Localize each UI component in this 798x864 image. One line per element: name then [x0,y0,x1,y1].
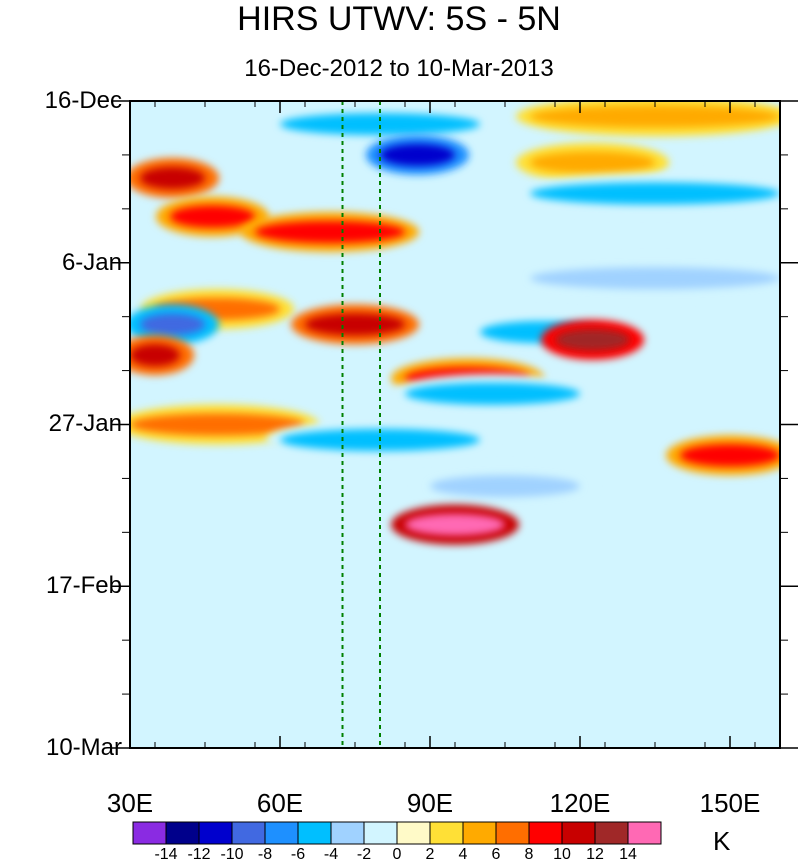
colorbar-swatch-13 [561,821,596,845]
anomaly-band-19 [680,444,780,467]
colorbar-swatch-5 [297,821,332,845]
colorbar-label-4: -6 [290,846,306,863]
y-tick-label-3: 17-Feb [45,572,122,599]
colorbar-swatch-15 [627,821,662,845]
anomaly-band-10 [305,313,405,336]
colorbar-label-10: 6 [491,846,501,863]
anomaly-band-16 [405,382,580,405]
reference-lines [341,101,381,748]
anomaly-band-20 [430,475,580,498]
colorbar-label-2: -10 [220,846,244,863]
y-tick-label-4: 10-Mar [45,734,122,761]
colorbar-swatch-6 [330,821,365,845]
colorbar-swatch-2 [198,821,233,845]
colorbar-swatch-9 [429,821,464,845]
y-tick-label-2: 27-Jan [48,410,122,437]
anomaly-band-7 [255,220,405,243]
colorbar-swatch-4 [264,821,299,845]
anomaly-band-21 [405,513,505,536]
colorbar-swatch-14 [594,821,629,845]
x-tick-label-0: 30E [106,788,154,818]
colorbar-label-6: -2 [356,846,372,863]
colorbar-swatch-12 [528,821,563,845]
anomaly-band-2 [380,143,455,166]
colorbar-label-9: 4 [458,846,468,863]
anomaly-band-1 [530,105,780,128]
colorbar-label-7: 0 [392,846,402,863]
colorbar-swatch-10 [462,821,497,845]
anomaly-band-8 [530,267,780,290]
colorbar-swatch-0 [132,821,167,845]
colorbar-label-12: 10 [553,846,571,863]
colorbar-swatch-3 [231,821,266,845]
colorbar-swatch-8 [396,821,431,845]
colorbar-swatch-11 [495,821,530,845]
anomaly-band-13 [555,328,630,351]
y-tick-label-1: 6-Jan [61,249,122,276]
colorbar-units: K [713,826,731,856]
y-tick-label-0: 16-Dec [44,87,122,114]
colorbar-label-5: -4 [323,846,339,863]
anomaly-field [130,101,780,545]
anomaly-band-5 [530,182,780,205]
colorbar-swatch-7 [363,821,398,845]
colorbar-label-11: 8 [524,846,534,863]
anomaly-band-3 [530,151,655,174]
colorbar-swatch-1 [165,821,200,845]
colorbar-label-8: 2 [425,846,435,863]
colorbar-label-0: -14 [154,846,178,863]
anomaly-band-6 [170,205,255,228]
colorbar-label-13: 12 [586,846,604,863]
anomaly-band-14 [130,344,180,367]
colorbar-label-1: -12 [187,846,211,863]
anomaly-band-11 [140,313,205,336]
x-tick-label-2: 90E [406,788,454,818]
colorbar-label-14: 14 [619,846,637,863]
chart-subtitle: 16-Dec-2012 to 10-Mar-2013 [244,55,554,82]
anomaly-band-4 [140,167,205,190]
x-tick-label-4: 150E [699,788,761,818]
x-tick-label-1: 60E [256,788,304,818]
anomaly-band-17 [130,413,305,436]
chart-title: HIRS UTWV: 5S - 5N [237,0,561,38]
colorbar-label-3: -8 [257,846,273,863]
anomaly-band-0 [280,113,480,136]
x-tick-label-3: 120E [549,788,611,818]
colorbar [132,821,662,845]
axis-ticks [112,100,798,749]
